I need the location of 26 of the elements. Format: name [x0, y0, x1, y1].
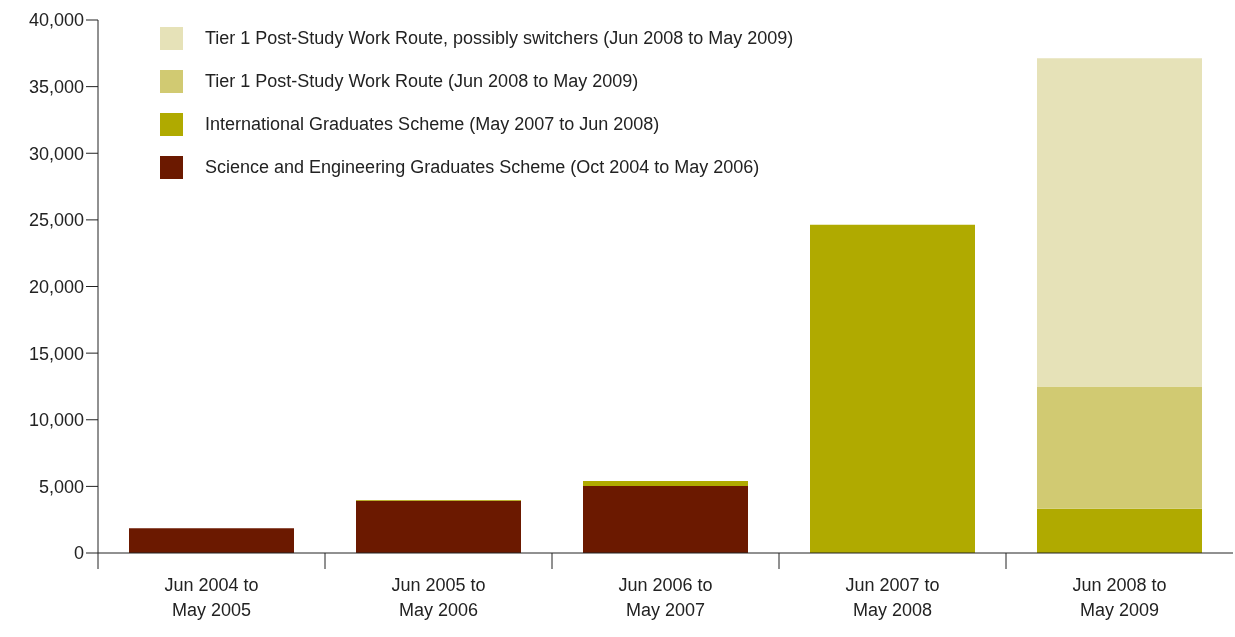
x-tick-label: Jun 2005 to May 2006	[391, 575, 486, 620]
bar	[583, 485, 748, 553]
bar	[129, 528, 294, 553]
bar	[1037, 386, 1202, 509]
bar	[1037, 58, 1202, 387]
y-tick-label: 35,000	[28, 77, 84, 98]
y-tick-label: 15,000	[28, 343, 84, 364]
x-tick-label: Jun 2007 to May 2008	[845, 575, 940, 620]
x-tick-label: Jun 2008 to May 2009	[1072, 575, 1167, 620]
y-tick-label: 0	[73, 543, 84, 564]
y-tick-label: 20,000	[28, 276, 84, 297]
legend-label: International Graduates Scheme (May 2007 to Jun 2008)	[205, 114, 660, 135]
bar	[810, 224, 975, 553]
y-tick-label: 25,000	[28, 210, 84, 231]
x-tick-label: Jun 2006 to May 2007	[618, 575, 713, 620]
legend-label: Tier 1 Post-Study Work Route (Jun 2008 to May 2009)	[205, 71, 639, 92]
y-tick-label: 30,000	[28, 143, 84, 164]
y-tick-label: 40,000	[28, 10, 84, 31]
legend-label: Science and Engineering Graduates Scheme (Oct 2004 to May 2006)	[205, 157, 760, 178]
bar	[356, 500, 521, 553]
bar	[583, 481, 748, 486]
legend-label: Tier 1 Post-Study Work Route, possibly switchers (Jun 2008 to May 2009)	[205, 28, 794, 49]
x-tick-label: Jun 2004 to May 2005	[164, 575, 259, 620]
y-tick-label: 5,000	[38, 476, 84, 497]
bar	[1037, 508, 1202, 553]
y-tick-label: 10,000	[28, 410, 84, 431]
